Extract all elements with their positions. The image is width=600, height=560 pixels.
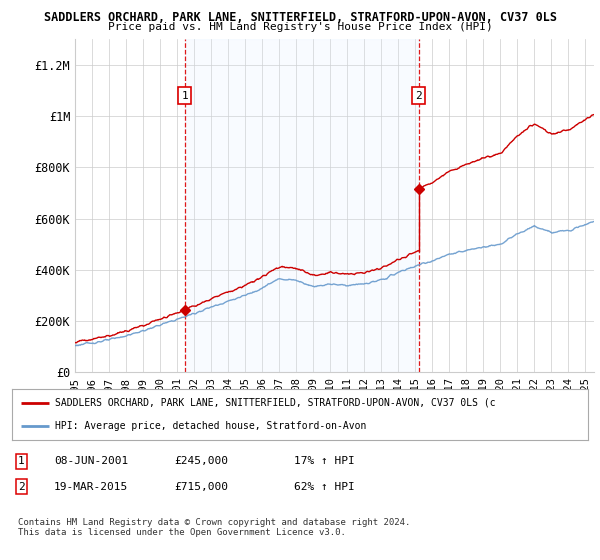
Text: 2: 2 (18, 482, 25, 492)
Text: 62% ↑ HPI: 62% ↑ HPI (294, 482, 355, 492)
Text: 19-MAR-2015: 19-MAR-2015 (54, 482, 128, 492)
Text: £245,000: £245,000 (174, 456, 228, 466)
Text: Contains HM Land Registry data © Crown copyright and database right 2024.
This d: Contains HM Land Registry data © Crown c… (18, 518, 410, 538)
Text: 2: 2 (416, 91, 422, 101)
Text: SADDLERS ORCHARD, PARK LANE, SNITTERFIELD, STRATFORD-UPON-AVON, CV37 0LS: SADDLERS ORCHARD, PARK LANE, SNITTERFIEL… (44, 11, 557, 24)
Bar (185, 39, 419, 372)
Text: Price paid vs. HM Land Registry's House Price Index (HPI): Price paid vs. HM Land Registry's House … (107, 22, 493, 32)
Text: 1: 1 (18, 456, 25, 466)
Text: 17% ↑ HPI: 17% ↑ HPI (294, 456, 355, 466)
Text: SADDLERS ORCHARD, PARK LANE, SNITTERFIELD, STRATFORD-UPON-AVON, CV37 0LS (c: SADDLERS ORCHARD, PARK LANE, SNITTERFIEL… (55, 398, 496, 408)
Text: 1: 1 (181, 91, 188, 101)
Text: £715,000: £715,000 (174, 482, 228, 492)
Text: 08-JUN-2001: 08-JUN-2001 (54, 456, 128, 466)
Text: HPI: Average price, detached house, Stratford-on-Avon: HPI: Average price, detached house, Stra… (55, 421, 367, 431)
